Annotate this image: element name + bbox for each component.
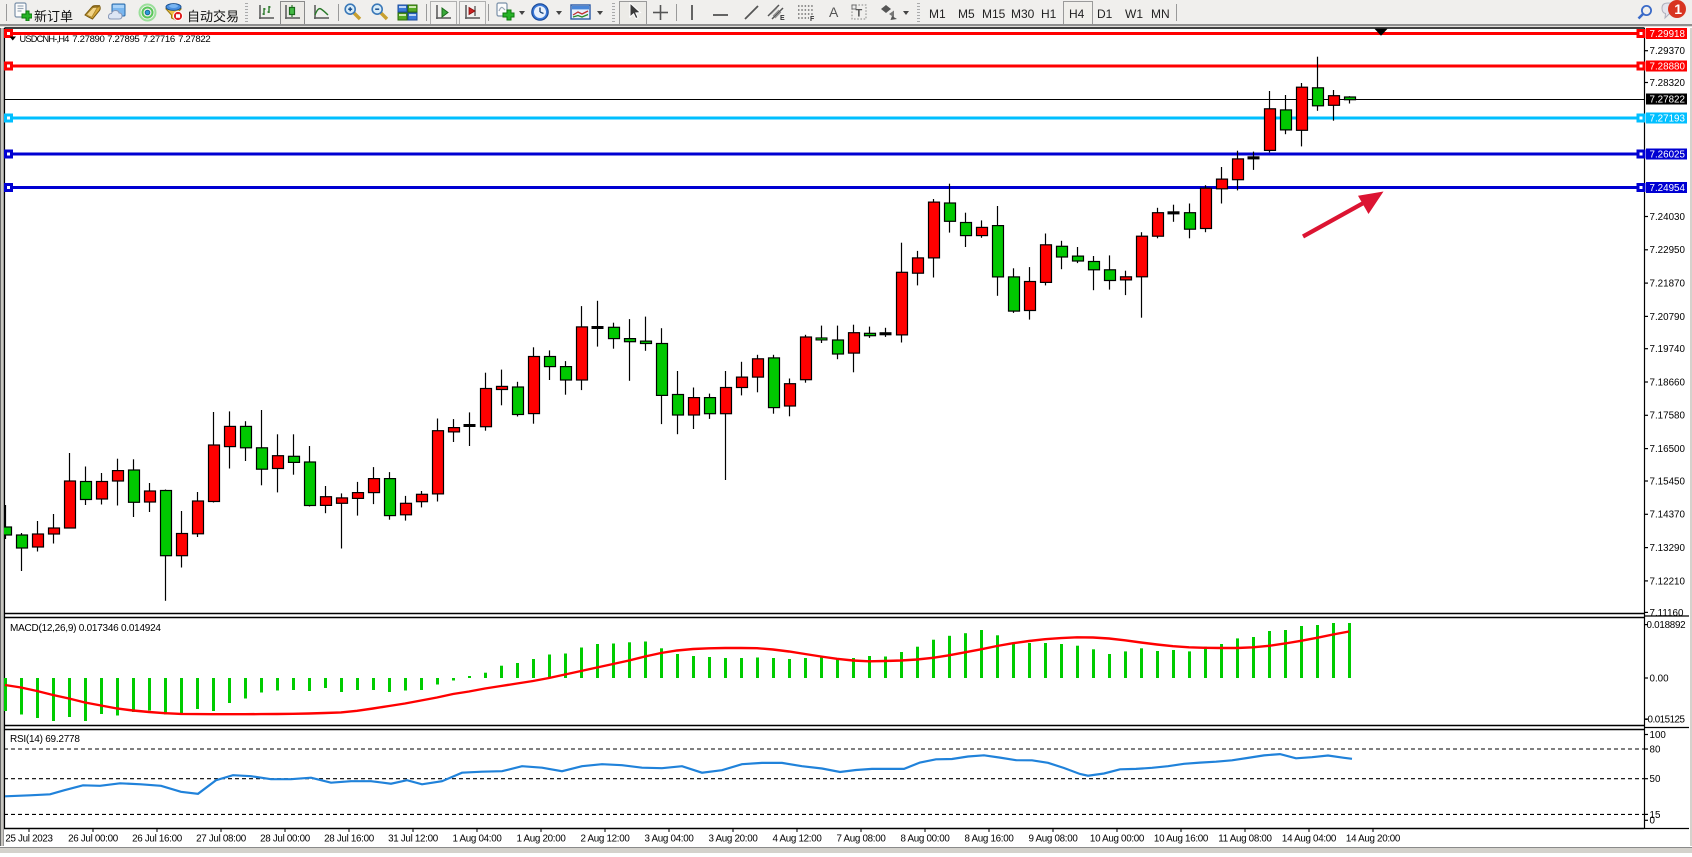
svg-text:8 Aug 00:00: 8 Aug 00:00 bbox=[901, 834, 951, 845]
svg-text:7.29370: 7.29370 bbox=[1650, 46, 1686, 57]
svg-text:7.11160: 7.11160 bbox=[1650, 608, 1685, 619]
svg-text:T: T bbox=[856, 8, 863, 20]
svg-text:7.16500: 7.16500 bbox=[1650, 444, 1686, 455]
svg-text:7.29918: 7.29918 bbox=[1650, 29, 1686, 40]
svg-text:7.27822: 7.27822 bbox=[1650, 94, 1685, 105]
svg-text:50: 50 bbox=[1650, 774, 1661, 785]
svg-text:3 Aug 04:00: 3 Aug 04:00 bbox=[645, 834, 695, 845]
svg-text:26 Jul 00:00: 26 Jul 00:00 bbox=[68, 834, 119, 845]
svg-text:7.22950: 7.22950 bbox=[1650, 245, 1686, 256]
svg-text:7.27193: 7.27193 bbox=[1650, 113, 1686, 124]
svg-text:7.24954: 7.24954 bbox=[1650, 183, 1686, 194]
svg-text:7 Aug 08:00: 7 Aug 08:00 bbox=[837, 834, 887, 845]
svg-text:7.18660: 7.18660 bbox=[1650, 377, 1686, 388]
svg-text:27 Jul 08:00: 27 Jul 08:00 bbox=[196, 834, 247, 845]
svg-text:7.15450: 7.15450 bbox=[1650, 476, 1686, 487]
svg-text:7.17580: 7.17580 bbox=[1650, 411, 1686, 422]
svg-text:7.20790: 7.20790 bbox=[1650, 312, 1686, 323]
svg-text:7.24030: 7.24030 bbox=[1650, 212, 1686, 223]
svg-text:11 Aug 08:00: 11 Aug 08:00 bbox=[1218, 834, 1272, 845]
svg-text:26 Jul 16:00: 26 Jul 16:00 bbox=[132, 834, 183, 845]
svg-text:31 Jul 12:00: 31 Jul 12:00 bbox=[388, 834, 439, 845]
svg-text:1: 1 bbox=[1674, 1, 1682, 17]
svg-text:28 Jul 16:00: 28 Jul 16:00 bbox=[324, 834, 375, 845]
svg-text:10 Aug 00:00: 10 Aug 00:00 bbox=[1090, 834, 1145, 845]
svg-text:7.14370: 7.14370 bbox=[1650, 510, 1686, 521]
svg-text:4 Aug 12:00: 4 Aug 12:00 bbox=[773, 834, 823, 845]
svg-text:1 Aug 20:00: 1 Aug 20:00 bbox=[517, 834, 567, 845]
svg-text:8 Aug 16:00: 8 Aug 16:00 bbox=[965, 834, 1015, 845]
svg-text:15: 15 bbox=[1650, 810, 1661, 821]
svg-text:0.00: 0.00 bbox=[1650, 673, 1670, 684]
svg-text:F: F bbox=[810, 16, 815, 21]
svg-text:7.27890: 7.27890 bbox=[72, 34, 104, 45]
svg-text:25 Jul 2023: 25 Jul 2023 bbox=[5, 834, 53, 845]
svg-text:7.26025: 7.26025 bbox=[1650, 149, 1686, 160]
svg-text:7.27895: 7.27895 bbox=[107, 34, 139, 45]
svg-text:7.28880: 7.28880 bbox=[1650, 61, 1686, 72]
svg-text:7.28320: 7.28320 bbox=[1650, 78, 1686, 89]
svg-text:7.19740: 7.19740 bbox=[1650, 344, 1686, 355]
svg-text:0: 0 bbox=[1650, 816, 1656, 827]
svg-text:A: A bbox=[829, 4, 839, 19]
svg-text:0.018892: 0.018892 bbox=[1647, 620, 1686, 631]
svg-text:9 Aug 08:00: 9 Aug 08:00 bbox=[1029, 834, 1079, 845]
svg-text:7.21870: 7.21870 bbox=[1650, 279, 1686, 290]
svg-text:28 Jul 00:00: 28 Jul 00:00 bbox=[260, 834, 311, 845]
svg-text:7.27716: 7.27716 bbox=[143, 34, 175, 45]
svg-text:7.27822: 7.27822 bbox=[178, 34, 210, 45]
svg-text:-0.015125: -0.015125 bbox=[1645, 714, 1686, 725]
svg-text:14 Aug 20:00: 14 Aug 20:00 bbox=[1346, 834, 1401, 845]
svg-text:1 Aug 04:00: 1 Aug 04:00 bbox=[453, 834, 503, 845]
svg-text:7.13290: 7.13290 bbox=[1650, 543, 1686, 554]
svg-text:USDCNH-,H4: USDCNH-,H4 bbox=[20, 34, 70, 44]
svg-text:2 Aug 12:00: 2 Aug 12:00 bbox=[581, 834, 631, 845]
svg-text:E: E bbox=[780, 15, 785, 21]
svg-text:7.12210: 7.12210 bbox=[1650, 576, 1686, 587]
svg-text:14 Aug 04:00: 14 Aug 04:00 bbox=[1282, 834, 1337, 845]
svg-text:MACD(12,26,9) 0.017346 0.01492: MACD(12,26,9) 0.017346 0.014924 bbox=[10, 623, 161, 634]
svg-text:RSI(14) 69.2778: RSI(14) 69.2778 bbox=[10, 734, 80, 745]
svg-text:100: 100 bbox=[1650, 730, 1667, 741]
svg-text:3 Aug 20:00: 3 Aug 20:00 bbox=[709, 834, 759, 845]
svg-text:80: 80 bbox=[1650, 744, 1661, 755]
svg-text:10 Aug 16:00: 10 Aug 16:00 bbox=[1154, 834, 1209, 845]
